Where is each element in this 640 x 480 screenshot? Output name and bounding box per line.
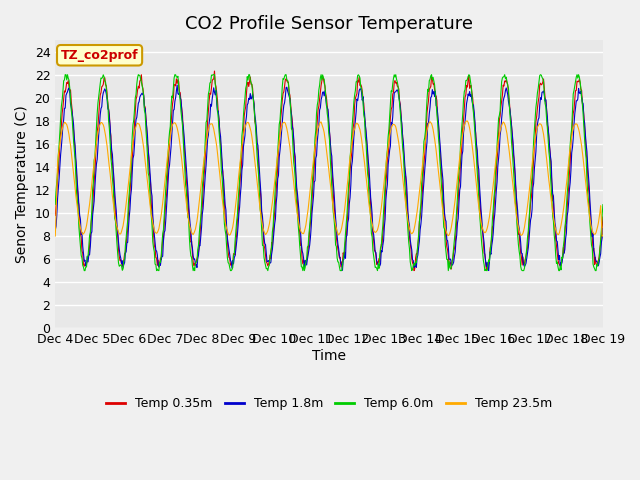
X-axis label: Time: Time	[312, 349, 346, 363]
Title: CO2 Profile Sensor Temperature: CO2 Profile Sensor Temperature	[185, 15, 473, 33]
Text: TZ_co2prof: TZ_co2prof	[61, 49, 138, 62]
Y-axis label: Senor Temperature (C): Senor Temperature (C)	[15, 105, 29, 263]
Legend: Temp 0.35m, Temp 1.8m, Temp 6.0m, Temp 23.5m: Temp 0.35m, Temp 1.8m, Temp 6.0m, Temp 2…	[101, 392, 557, 415]
